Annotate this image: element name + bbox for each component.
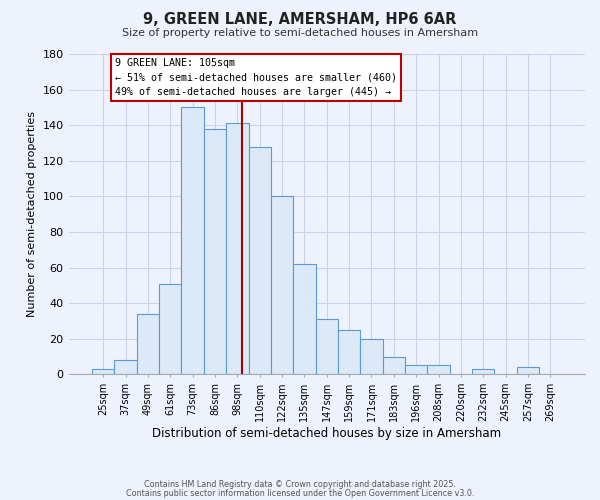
Text: Size of property relative to semi-detached houses in Amersham: Size of property relative to semi-detach… bbox=[122, 28, 478, 38]
Bar bbox=[316, 319, 338, 374]
Bar bbox=[181, 108, 204, 374]
Text: 9 GREEN LANE: 105sqm
← 51% of semi-detached houses are smaller (460)
49% of semi: 9 GREEN LANE: 105sqm ← 51% of semi-detac… bbox=[115, 58, 397, 97]
Bar bbox=[427, 366, 450, 374]
Bar bbox=[248, 146, 271, 374]
Bar bbox=[405, 366, 427, 374]
Bar bbox=[137, 314, 159, 374]
Bar bbox=[338, 330, 361, 374]
Text: Contains public sector information licensed under the Open Government Licence v3: Contains public sector information licen… bbox=[126, 488, 474, 498]
Bar bbox=[472, 369, 494, 374]
Bar bbox=[517, 367, 539, 374]
Bar bbox=[204, 128, 226, 374]
Bar bbox=[92, 369, 115, 374]
Bar bbox=[226, 124, 248, 374]
Bar bbox=[383, 356, 405, 374]
Text: Contains HM Land Registry data © Crown copyright and database right 2025.: Contains HM Land Registry data © Crown c… bbox=[144, 480, 456, 489]
Bar bbox=[271, 196, 293, 374]
Bar bbox=[361, 338, 383, 374]
X-axis label: Distribution of semi-detached houses by size in Amersham: Distribution of semi-detached houses by … bbox=[152, 427, 502, 440]
Bar bbox=[293, 264, 316, 374]
Bar bbox=[159, 284, 181, 374]
Text: 9, GREEN LANE, AMERSHAM, HP6 6AR: 9, GREEN LANE, AMERSHAM, HP6 6AR bbox=[143, 12, 457, 28]
Y-axis label: Number of semi-detached properties: Number of semi-detached properties bbox=[27, 111, 37, 317]
Bar bbox=[115, 360, 137, 374]
